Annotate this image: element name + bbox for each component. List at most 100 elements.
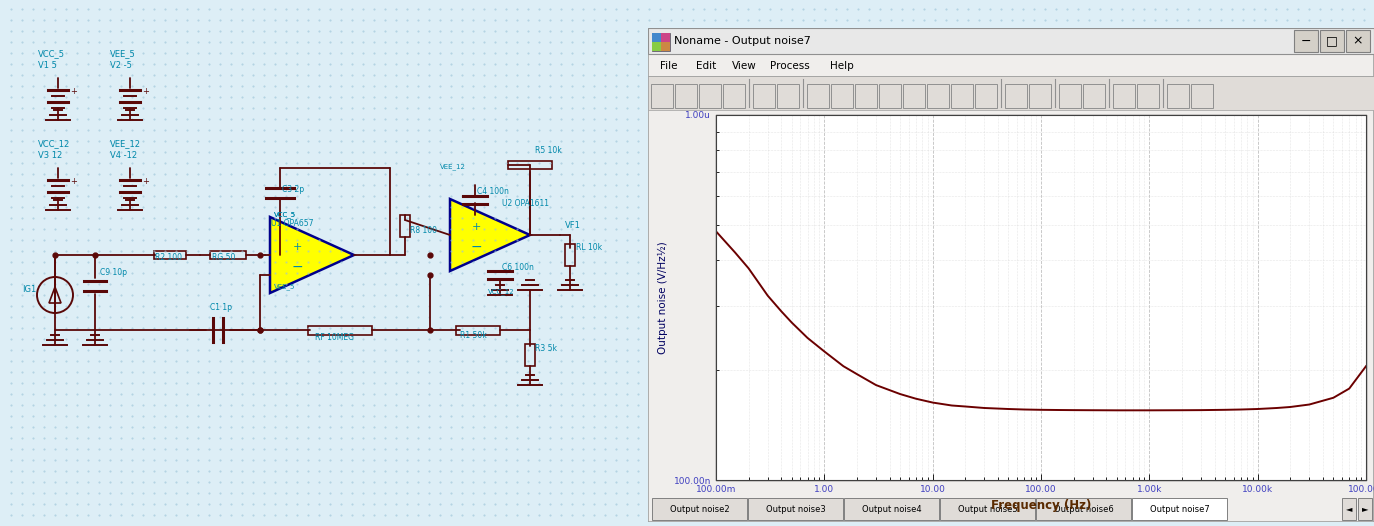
- Text: Output noise6: Output noise6: [1054, 504, 1113, 513]
- Bar: [661, 42, 671, 51]
- Text: VCC_5: VCC_5: [273, 211, 297, 218]
- Bar: [649, 76, 1374, 110]
- Bar: [1029, 84, 1051, 108]
- Text: RF 10MEG: RF 10MEG: [315, 333, 354, 342]
- Bar: [976, 84, 998, 108]
- Text: Process: Process: [769, 61, 809, 71]
- Bar: [649, 28, 1374, 54]
- Text: +: +: [70, 86, 77, 96]
- Text: +: +: [142, 86, 148, 96]
- Bar: [778, 84, 800, 108]
- Text: U2 OPA1611: U2 OPA1611: [502, 199, 550, 208]
- Bar: [565, 244, 574, 266]
- Text: ×: ×: [1353, 35, 1363, 47]
- Bar: [508, 161, 552, 169]
- Bar: [1059, 84, 1081, 108]
- Bar: [154, 251, 185, 259]
- Text: VEE_5: VEE_5: [273, 283, 295, 290]
- Bar: [716, 115, 1366, 480]
- Text: RL 10k: RL 10k: [576, 243, 602, 252]
- Text: VEE_12: VEE_12: [440, 163, 466, 170]
- Text: C9 10p: C9 10p: [100, 268, 126, 277]
- Text: C1 1p: C1 1p: [210, 303, 232, 312]
- Text: ►: ►: [1362, 504, 1369, 513]
- Bar: [1138, 84, 1160, 108]
- Text: −: −: [1301, 35, 1311, 47]
- Text: V3 12: V3 12: [38, 151, 62, 160]
- Bar: [1358, 498, 1373, 520]
- Bar: [1342, 498, 1356, 520]
- Bar: [1191, 84, 1213, 108]
- Text: VCC_5: VCC_5: [273, 211, 297, 218]
- Bar: [653, 42, 661, 51]
- Polygon shape: [451, 199, 530, 271]
- Text: RG 50: RG 50: [212, 253, 235, 262]
- Text: C3 2p: C3 2p: [282, 185, 304, 194]
- Text: VEE_5: VEE_5: [110, 49, 136, 58]
- Text: +: +: [142, 177, 148, 186]
- Bar: [1167, 84, 1189, 108]
- Text: R1 50k: R1 50k: [460, 331, 486, 340]
- Bar: [1113, 84, 1135, 108]
- Bar: [651, 84, 673, 108]
- Text: Output noise4: Output noise4: [861, 504, 922, 513]
- Text: U1 OPA657: U1 OPA657: [271, 219, 313, 228]
- Bar: [1036, 498, 1131, 520]
- Text: −: −: [470, 240, 482, 254]
- Text: IG1: IG1: [22, 285, 36, 294]
- Bar: [940, 498, 1035, 520]
- Bar: [653, 33, 661, 42]
- Bar: [525, 344, 534, 366]
- Text: V1 5: V1 5: [38, 61, 56, 70]
- Text: VEE_12: VEE_12: [110, 139, 142, 148]
- Bar: [675, 84, 697, 108]
- Bar: [456, 326, 500, 335]
- Text: −: −: [291, 260, 302, 274]
- Bar: [951, 84, 973, 108]
- Text: R3 5k: R3 5k: [534, 344, 556, 353]
- Bar: [903, 84, 925, 108]
- Text: ◄: ◄: [1345, 504, 1352, 513]
- Bar: [723, 84, 745, 108]
- Text: C4 100n: C4 100n: [477, 187, 508, 196]
- Text: Output noise2: Output noise2: [669, 504, 730, 513]
- X-axis label: Frequency (Hz): Frequency (Hz): [991, 499, 1091, 512]
- Text: Output noise7: Output noise7: [1150, 504, 1209, 513]
- Text: View: View: [732, 61, 757, 71]
- Bar: [400, 215, 409, 237]
- Text: +: +: [471, 222, 481, 232]
- Bar: [1320, 30, 1344, 52]
- Text: VCC_12: VCC_12: [38, 139, 70, 148]
- Polygon shape: [271, 217, 354, 293]
- Bar: [855, 84, 877, 108]
- Text: R5 10k: R5 10k: [534, 146, 562, 155]
- Text: VF1: VF1: [565, 221, 581, 230]
- Bar: [844, 498, 938, 520]
- Text: Output noise5: Output noise5: [958, 504, 1017, 513]
- Bar: [210, 251, 246, 259]
- Bar: [653, 498, 747, 520]
- Bar: [1294, 30, 1318, 52]
- Bar: [831, 84, 853, 108]
- Text: +: +: [293, 242, 302, 252]
- Bar: [699, 84, 721, 108]
- Text: Noname - Output noise7: Noname - Output noise7: [675, 36, 811, 46]
- Text: □: □: [1326, 35, 1338, 47]
- Bar: [1132, 498, 1227, 520]
- Bar: [879, 84, 901, 108]
- Text: +: +: [70, 177, 77, 186]
- Text: V4 -12: V4 -12: [110, 151, 137, 160]
- Text: VCC_12: VCC_12: [488, 288, 515, 295]
- Text: C6 100n: C6 100n: [502, 263, 534, 272]
- Text: VCC_5: VCC_5: [38, 49, 65, 58]
- Bar: [927, 84, 949, 108]
- Bar: [653, 33, 671, 51]
- Text: File: File: [660, 61, 677, 71]
- Text: Edit: Edit: [697, 61, 716, 71]
- Bar: [1004, 84, 1026, 108]
- Bar: [661, 33, 671, 42]
- Bar: [1083, 84, 1105, 108]
- Text: V2 -5: V2 -5: [110, 61, 132, 70]
- Text: Help: Help: [830, 61, 853, 71]
- Text: R2 100: R2 100: [155, 253, 181, 262]
